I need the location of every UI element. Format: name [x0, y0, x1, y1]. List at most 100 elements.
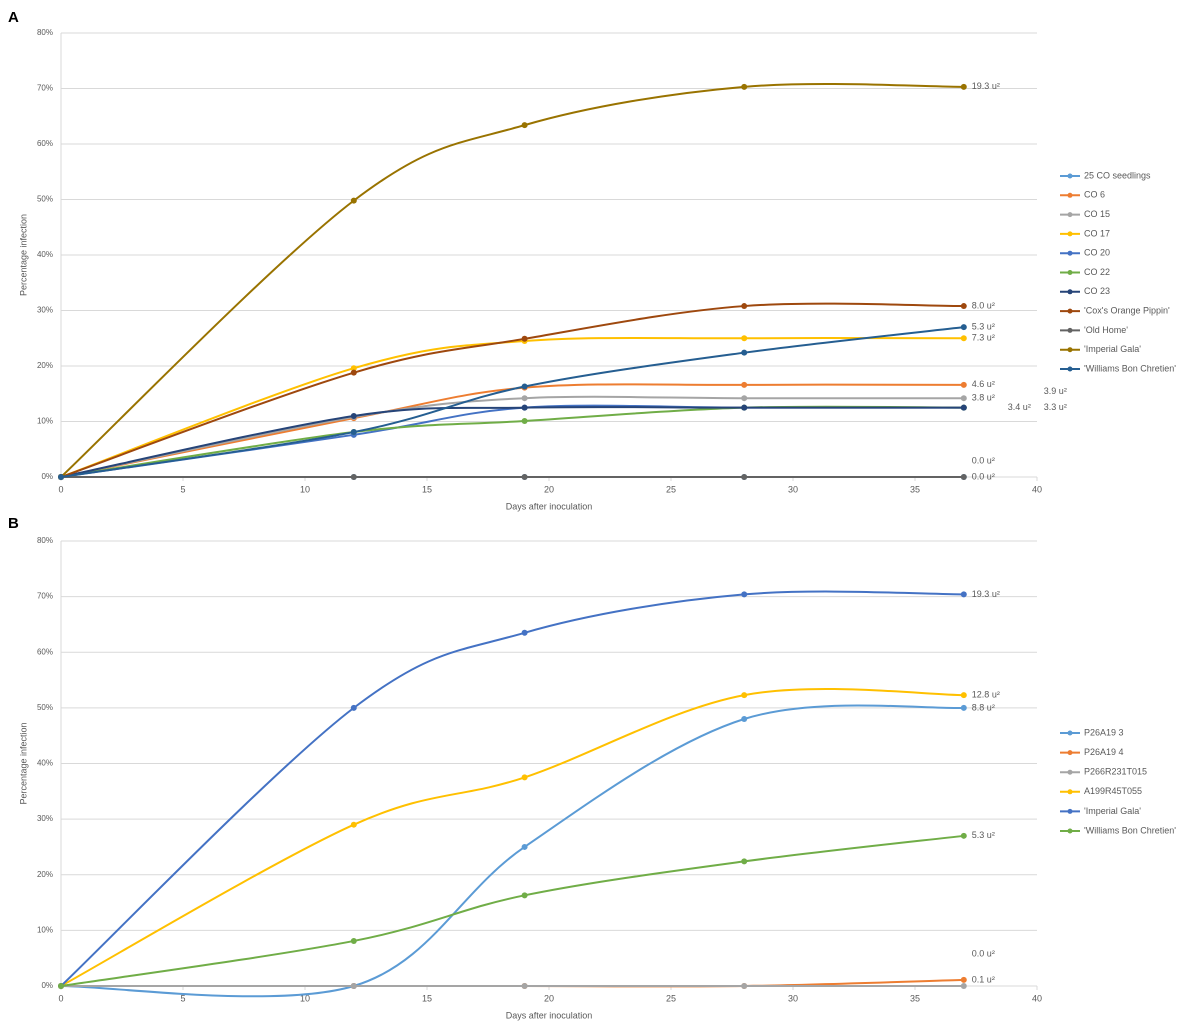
series-line: [60, 302, 964, 478]
series-line: [60, 687, 964, 987]
y-axis-title: Percentage infection: [18, 722, 28, 804]
legend-marker: [1067, 730, 1073, 736]
legend-marker: [1067, 828, 1073, 834]
legend-label: CO 22: [1084, 267, 1110, 277]
data-point: [521, 892, 528, 899]
x-axis-title: Days after inoculation: [506, 501, 593, 511]
x-axis-title: Days after inoculation: [506, 1010, 593, 1020]
legend-label: CO 6: [1084, 190, 1105, 200]
y-tick-label: 30%: [37, 814, 53, 823]
data-point: [741, 335, 748, 342]
data-point: [521, 404, 528, 411]
annotation: 0.0 u²: [972, 471, 995, 481]
data-point: [521, 629, 528, 636]
y-tick-label: 20%: [37, 870, 53, 879]
x-tick-label: 5: [180, 484, 185, 494]
legend-label: CO 23: [1084, 286, 1110, 296]
x-tick-label: 40: [1032, 993, 1042, 1003]
data-point: [350, 365, 357, 372]
data-point: [960, 404, 967, 411]
data-point: [521, 843, 528, 850]
data-point: [741, 349, 748, 356]
legend-label: CO 17: [1084, 228, 1110, 238]
annotation: 8.8 u²: [972, 702, 995, 712]
data-point: [350, 821, 357, 828]
y-tick-label: 40%: [37, 759, 53, 768]
x-tick-label: 0: [58, 993, 63, 1003]
data-point: [741, 303, 748, 310]
annotation: 19.3 u²: [972, 81, 1000, 91]
legend-marker: [1067, 212, 1073, 218]
series-line: [60, 82, 964, 478]
data-point: [350, 983, 357, 989]
data-point: [741, 591, 748, 598]
legend-label: 25 CO seedlings: [1084, 170, 1151, 180]
data-point: [960, 381, 967, 388]
y-tick-label: 60%: [37, 139, 53, 148]
y-tick-label: 20%: [37, 361, 53, 370]
annotation: 0.0 u²: [972, 455, 995, 465]
series-line: [60, 404, 964, 478]
data-point: [350, 704, 357, 711]
y-tick-label: 50%: [37, 195, 53, 204]
annotation: 3.4 u²: [1008, 402, 1031, 412]
data-point: [521, 774, 528, 781]
x-tick-label: 30: [788, 993, 798, 1003]
data-point: [58, 983, 64, 989]
data-point: [960, 324, 967, 331]
legend-marker: [1067, 173, 1073, 179]
data-point: [960, 832, 967, 839]
x-tick-label: 35: [910, 993, 920, 1003]
data-point: [350, 197, 357, 204]
panel-label: A: [8, 9, 19, 26]
x-tick-label: 25: [666, 484, 676, 494]
y-tick-label: 50%: [37, 703, 53, 712]
legend-label: P266R231T015: [1084, 767, 1147, 777]
data-point: [350, 369, 357, 376]
data-point: [521, 474, 528, 480]
y-tick-label: 40%: [37, 250, 53, 259]
annotation: 19.3 u²: [972, 589, 1000, 599]
data-point: [741, 716, 748, 722]
series-line: [60, 590, 964, 987]
data-point: [350, 429, 357, 436]
panel-label: B: [8, 515, 19, 532]
legend-label: 'Imperial Gala': [1084, 806, 1141, 816]
legend-marker: [1067, 750, 1073, 756]
legend-label: 'Old Home': [1084, 325, 1128, 335]
y-tick-label: 70%: [37, 84, 53, 93]
annotation: 3.9 u²: [1044, 386, 1067, 396]
legend-marker: [1067, 270, 1073, 275]
data-point: [741, 83, 748, 90]
legend-marker: [1067, 347, 1073, 353]
annotation: 3.8 u²: [972, 393, 995, 403]
data-point: [741, 404, 748, 411]
x-tick-label: 20: [544, 484, 554, 494]
data-point: [741, 395, 748, 402]
series-line: [60, 405, 964, 478]
y-tick-label: 80%: [37, 536, 53, 545]
y-tick-label: 0%: [41, 472, 53, 481]
data-point: [960, 395, 967, 402]
annotation: 0.0 u²: [972, 948, 995, 958]
data-point: [521, 417, 528, 424]
data-point: [521, 395, 528, 402]
legend-marker: [1067, 192, 1073, 198]
data-point: [741, 983, 748, 989]
legend-marker: [1067, 366, 1073, 372]
y-tick-label: 30%: [37, 306, 53, 315]
y-axis-title: Percentage infection: [18, 214, 28, 296]
legend-marker: [1067, 327, 1073, 333]
legend-label: CO 20: [1084, 248, 1110, 258]
annotation: 5.3 u²: [972, 322, 995, 332]
data-point: [521, 335, 528, 342]
y-tick-label: 60%: [37, 647, 53, 656]
y-tick-label: 70%: [37, 592, 53, 601]
data-point: [521, 122, 528, 129]
data-point: [741, 692, 748, 699]
x-tick-label: 5: [180, 993, 185, 1003]
legend-label: 'Williams Bon Chretien': [1084, 363, 1176, 373]
data-point: [960, 83, 967, 90]
data-point: [960, 692, 967, 699]
